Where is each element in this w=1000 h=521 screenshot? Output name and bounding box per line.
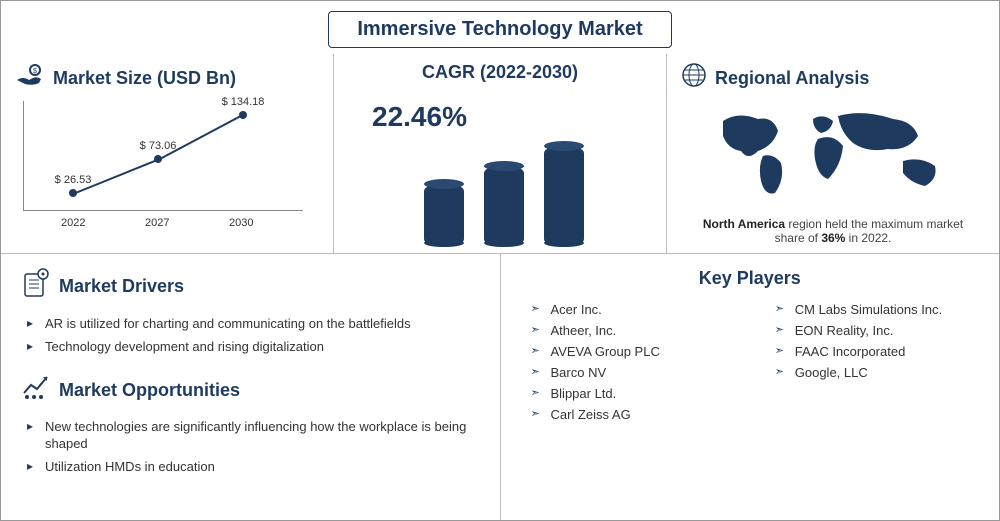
cagr-bar [424, 183, 464, 243]
drivers-title: Market Drivers [59, 276, 184, 297]
world-map-icon [703, 101, 963, 211]
list-item: New technologies are significantly influ… [27, 416, 480, 456]
title-box: Immersive Technology Market [328, 11, 671, 48]
key-players-panel: Key Players Acer Inc. Atheer, Inc. AVEVA… [501, 254, 1000, 520]
opportunities-list: New technologies are significantly influ… [27, 416, 480, 479]
cagr-title: CAGR (2022-2030) [422, 62, 578, 83]
cagr-bars [424, 145, 584, 243]
list-item: Carl Zeiss AG [531, 404, 735, 425]
x-axis [23, 210, 303, 211]
list-item: Acer Inc. [531, 299, 735, 320]
opportunities-title: Market Opportunities [59, 380, 240, 401]
market-size-chart: $ 26.53 $ 73.06 $ 134.18 2022 2027 2030 [23, 101, 303, 231]
chart-point-label: $ 73.06 [140, 140, 177, 152]
title-row: Immersive Technology Market [1, 1, 999, 54]
market-size-panel: $ Market Size (USD Bn) $ 26.53 $ 73.06 $… [1, 54, 333, 253]
chart-point [154, 155, 162, 163]
regional-text: North America region held the maximum ma… [681, 217, 985, 245]
regional-pct: 36% [821, 231, 845, 245]
cagr-bar [484, 165, 524, 243]
growth-people-icon [21, 373, 51, 408]
chart-point-label: $ 26.53 [55, 174, 92, 186]
x-tick: 2027 [145, 217, 169, 229]
infographic-container: Immersive Technology Market $ Market Siz… [0, 0, 1000, 521]
cagr-panel: CAGR (2022-2030) 22.46% [334, 54, 666, 253]
chart-line-2 [158, 113, 245, 161]
chart-point-label: $ 134.18 [222, 96, 265, 108]
chart-point [69, 189, 77, 197]
svg-text:$: $ [33, 68, 37, 75]
cagr-bar [544, 145, 584, 243]
key-players-columns: Acer Inc. Atheer, Inc. AVEVA Group PLC B… [531, 299, 980, 425]
top-row: $ Market Size (USD Bn) $ 26.53 $ 73.06 $… [1, 54, 999, 254]
hand-money-icon: $ [15, 62, 45, 95]
regional-region: North America [703, 217, 785, 231]
bottom-row: Market Drivers AR is utilized for charti… [1, 254, 999, 520]
list-item: Barco NV [531, 362, 735, 383]
cagr-value: 22.46% [372, 101, 652, 133]
regional-title: Regional Analysis [715, 68, 869, 89]
regional-panel: Regional Analysis North America region h… [667, 54, 999, 253]
list-item: Google, LLC [775, 362, 979, 383]
list-item: FAAC Incorporated [775, 341, 979, 362]
list-item: AR is utilized for charting and communic… [27, 313, 480, 336]
regional-post: in 2022. [845, 231, 891, 245]
list-item: Technology development and rising digita… [27, 336, 480, 359]
drivers-list: AR is utilized for charting and communic… [27, 313, 480, 359]
list-item: Utilization HMDs in education [27, 456, 480, 479]
y-axis [23, 101, 24, 211]
market-size-title: Market Size (USD Bn) [53, 68, 236, 89]
chart-point [239, 111, 247, 119]
list-item: EON Reality, Inc. [775, 320, 979, 341]
x-tick: 2022 [61, 217, 85, 229]
list-item: CM Labs Simulations Inc. [775, 299, 979, 320]
list-item: AVEVA Group PLC [531, 341, 735, 362]
gear-doc-icon [21, 268, 51, 305]
key-players-title: Key Players [699, 268, 801, 288]
page-title: Immersive Technology Market [357, 18, 642, 40]
drivers-opportunities-panel: Market Drivers AR is utilized for charti… [1, 254, 500, 520]
key-players-list-2: CM Labs Simulations Inc. EON Reality, In… [775, 299, 979, 383]
x-tick: 2030 [229, 217, 253, 229]
list-item: Atheer, Inc. [531, 320, 735, 341]
list-item: Blippar Ltd. [531, 383, 735, 404]
globe-icon [681, 62, 707, 95]
key-players-list-1: Acer Inc. Atheer, Inc. AVEVA Group PLC B… [531, 299, 735, 425]
